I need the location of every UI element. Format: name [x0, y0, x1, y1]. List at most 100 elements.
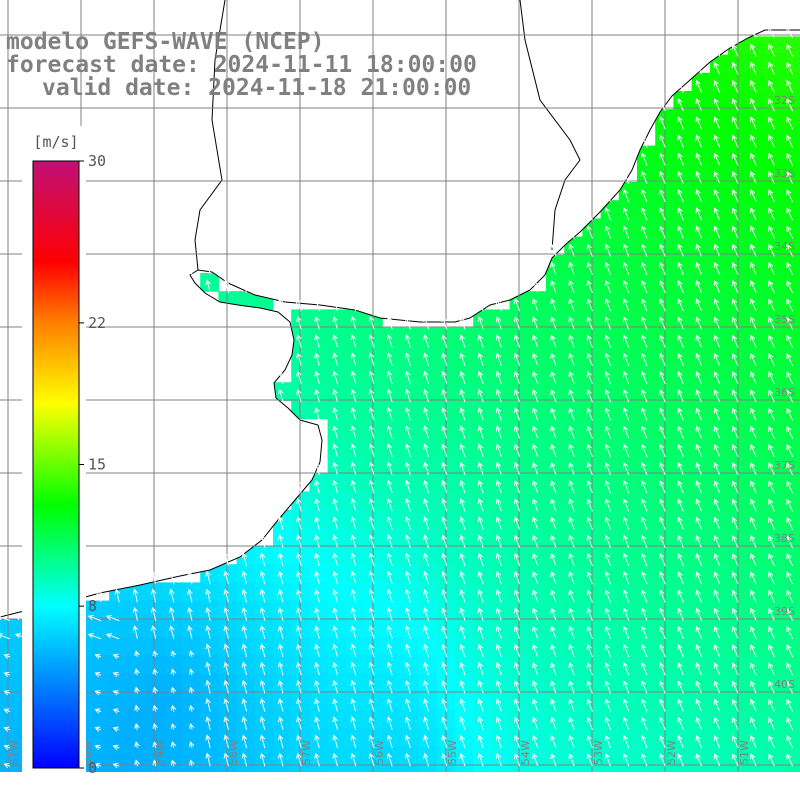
longitude-label: 54W	[519, 740, 532, 765]
wind-arrow	[405, 461, 411, 476]
wind-speed-cell	[236, 637, 256, 656]
wind-arrow	[641, 243, 648, 257]
wind-speed-cell	[691, 163, 711, 183]
wind-arrow	[423, 588, 430, 603]
wind-speed-cell	[291, 345, 310, 365]
wind-speed-cell	[400, 509, 420, 529]
wind-arrow	[641, 134, 648, 148]
wind-arrow	[132, 606, 139, 621]
wind-arrow	[277, 752, 284, 767]
wind-arrow	[513, 316, 521, 330]
wind-speed-cell	[691, 72, 711, 92]
wind-speed-cell	[746, 746, 765, 765]
wind-arrow	[713, 280, 721, 294]
wind-speed-cell	[455, 709, 474, 729]
wind-arrow	[586, 698, 593, 712]
wind-speed-cell	[345, 746, 365, 765]
wind-speed-cell	[691, 527, 711, 547]
wind-speed-cell	[127, 691, 147, 711]
wind-arrow	[459, 534, 466, 548]
wind-arrow	[277, 643, 284, 658]
wind-speed-cell	[764, 273, 784, 292]
wind-speed-cell	[382, 582, 401, 602]
wind-arrow	[586, 443, 593, 457]
wind-arrow	[731, 662, 739, 676]
wind-arrow	[641, 407, 648, 421]
wind-arrow	[731, 298, 739, 312]
wind-speed-cell	[455, 382, 474, 401]
wind-arrow	[768, 43, 775, 57]
wind-arrow	[659, 625, 666, 639]
wind-arrow	[550, 552, 557, 567]
wind-arrow	[550, 407, 557, 421]
wind-speed-cell	[637, 618, 656, 638]
wind-speed-cell	[746, 163, 765, 183]
wind-speed-cell	[345, 309, 365, 329]
wind-arrow	[314, 552, 320, 567]
wind-arrow	[477, 370, 484, 385]
wind-arrow	[550, 498, 557, 512]
wind-arrow	[731, 334, 739, 348]
wind-speed-cell	[782, 455, 800, 474]
wind-arrow	[695, 98, 703, 112]
wind-speed-cell	[637, 382, 656, 401]
wind-speed-cell	[473, 345, 492, 365]
wind-arrow	[423, 698, 430, 712]
wind-arrow	[441, 734, 448, 749]
wind-speed-cell	[728, 145, 747, 165]
wind-speed-cell	[673, 364, 693, 383]
wind-speed-cell	[764, 709, 784, 729]
wind-speed-cell	[218, 691, 238, 711]
wind-arrow	[786, 480, 794, 494]
wind-speed-cell	[691, 728, 711, 747]
wind-speed-cell	[618, 455, 638, 474]
wind-speed-cell	[418, 364, 438, 383]
wind-speed-cell	[709, 236, 729, 256]
wind-speed-cell	[709, 345, 729, 365]
wind-arrow	[731, 407, 739, 421]
wind-arrow	[423, 643, 430, 658]
wind-speed-cell	[418, 455, 438, 474]
colorbar-tick-label: 8	[88, 597, 97, 615]
wind-arrow	[604, 607, 612, 621]
wind-speed-cell	[600, 691, 620, 711]
wind-arrow	[695, 753, 703, 767]
wind-speed-cell	[673, 163, 693, 183]
wind-arrow	[513, 389, 521, 403]
wind-arrow	[731, 498, 739, 512]
wind-speed-cell	[564, 509, 583, 529]
wind-speed-cell	[327, 418, 347, 438]
wind-speed-cell	[782, 91, 800, 110]
wind-speed-cell	[218, 582, 238, 602]
wind-arrow	[713, 607, 721, 621]
wind-arrow	[332, 370, 339, 385]
wind-speed-cell	[673, 254, 693, 274]
wind-arrow	[550, 389, 557, 403]
wind-speed-cell	[91, 637, 110, 656]
wind-arrow	[150, 606, 157, 621]
wind-speed-cell	[728, 327, 747, 347]
wind-arrow	[659, 170, 666, 184]
wind-arrow	[187, 261, 193, 275]
wind-speed-cell	[728, 345, 747, 365]
wind-arrow	[495, 479, 502, 494]
wind-speed-cell	[673, 400, 693, 420]
wind-arrow	[677, 407, 684, 421]
wind-arrow	[768, 753, 775, 767]
border-line	[194, 0, 226, 271]
wind-speed-cell	[782, 400, 800, 420]
wind-arrow	[150, 570, 157, 585]
wind-arrow	[568, 698, 575, 712]
wind-arrow	[622, 571, 630, 585]
wind-speed-cell	[673, 182, 693, 201]
wind-speed-cell	[618, 527, 638, 547]
wind-arrow	[568, 607, 575, 621]
wind-speed-cell	[782, 218, 800, 238]
wind-speed-cell	[400, 746, 420, 765]
wind-speed-cell	[691, 200, 711, 219]
wind-speed-cell	[637, 527, 656, 547]
wind-arrow	[187, 570, 193, 585]
wind-speed-cell	[109, 746, 128, 765]
